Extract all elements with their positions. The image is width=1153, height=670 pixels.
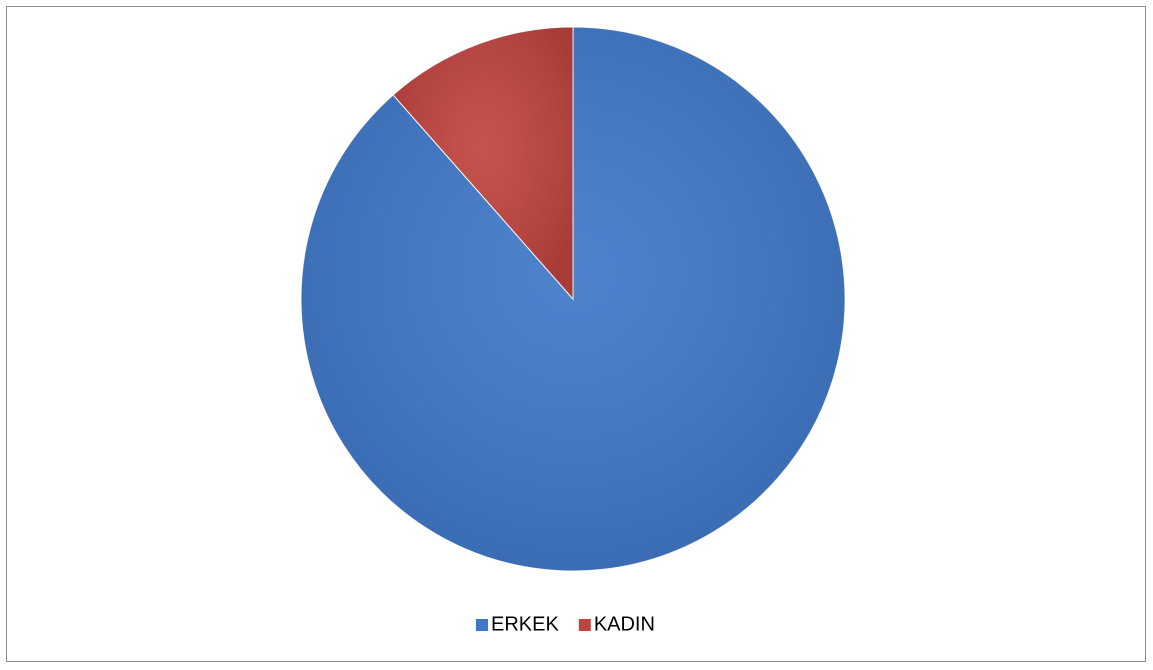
legend-swatch [476, 619, 488, 631]
legend-label: ERKEK [491, 613, 559, 635]
legend-label: KADIN [594, 613, 655, 635]
legend-swatch [578, 619, 591, 631]
